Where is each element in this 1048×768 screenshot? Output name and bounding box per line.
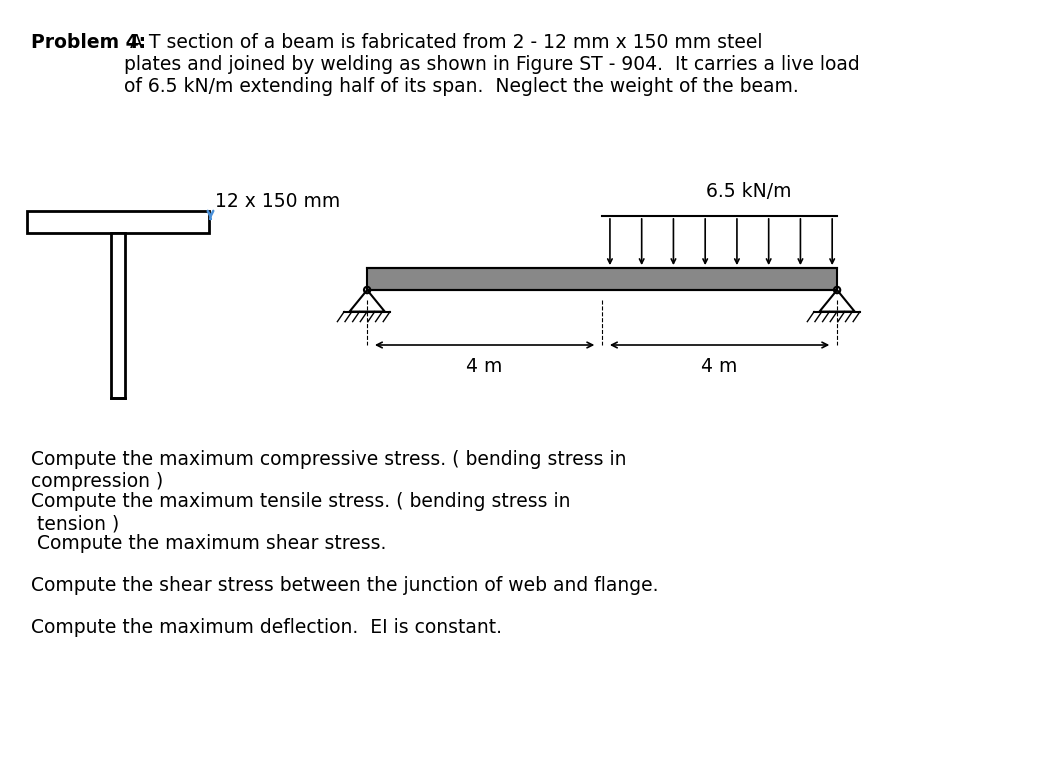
Bar bbox=[27, 211, 209, 233]
Bar bbox=[367, 268, 837, 290]
Text: 6.5 kN/m: 6.5 kN/m bbox=[706, 182, 791, 201]
Polygon shape bbox=[350, 290, 385, 312]
Text: 4 m: 4 m bbox=[466, 357, 503, 376]
Text: Compute the maximum tensile stress. ( bending stress in
 tension ): Compute the maximum tensile stress. ( be… bbox=[31, 492, 571, 533]
Text: Compute the maximum shear stress.: Compute the maximum shear stress. bbox=[31, 534, 387, 553]
Bar bbox=[111, 233, 125, 398]
Text: 4 m: 4 m bbox=[701, 357, 738, 376]
Text: Problem 4:: Problem 4: bbox=[31, 33, 147, 52]
Text: 12 x 150 mm: 12 x 150 mm bbox=[216, 192, 341, 211]
Text: A T section of a beam is fabricated from 2 - 12 mm x 150 mm steel
plates and joi: A T section of a beam is fabricated from… bbox=[125, 33, 860, 96]
Text: Compute the maximum deflection.  EI is constant.: Compute the maximum deflection. EI is co… bbox=[31, 618, 502, 637]
Text: Compute the maximum compressive stress. ( bending stress in
compression ): Compute the maximum compressive stress. … bbox=[31, 450, 627, 491]
Polygon shape bbox=[820, 290, 855, 312]
Text: Compute the shear stress between the junction of web and flange.: Compute the shear stress between the jun… bbox=[31, 576, 659, 595]
